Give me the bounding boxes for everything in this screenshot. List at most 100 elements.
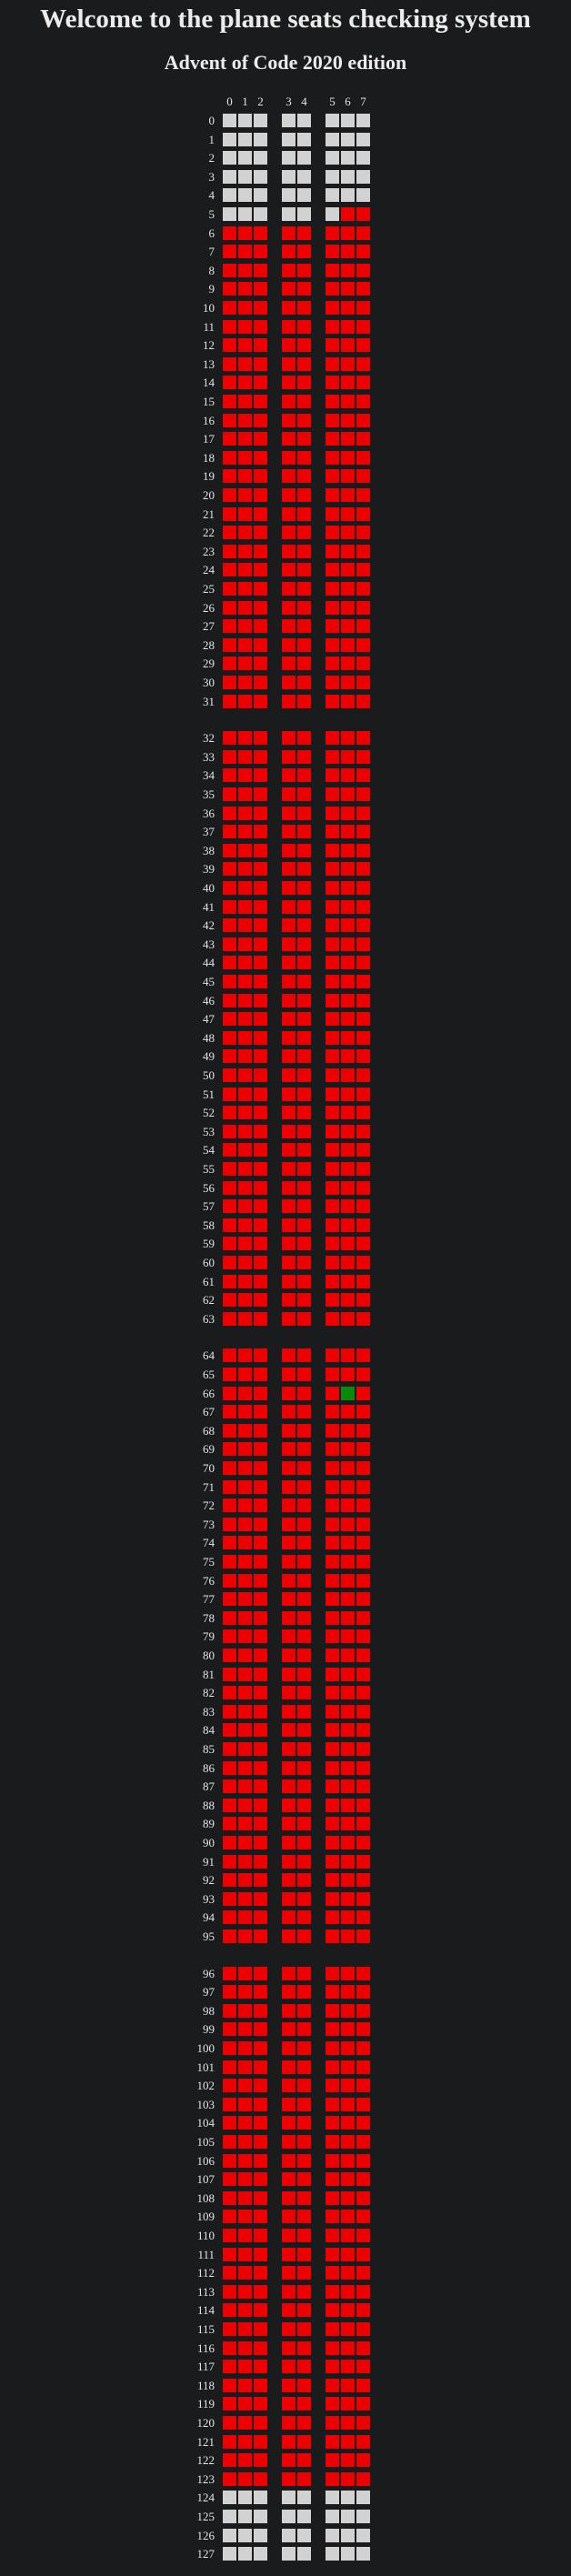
seat-taken[interactable] [326, 301, 339, 315]
seat-taken[interactable] [326, 2303, 339, 2318]
seat-taken[interactable] [326, 2116, 339, 2130]
seat-empty[interactable] [356, 2510, 370, 2523]
seat-empty[interactable] [326, 132, 339, 146]
seat-taken[interactable] [297, 2041, 311, 2055]
seat-taken[interactable] [282, 881, 296, 895]
seat-taken[interactable] [356, 2397, 370, 2411]
seat-taken[interactable] [297, 2097, 311, 2111]
seat-taken[interactable] [326, 1836, 339, 1849]
seat-taken[interactable] [326, 2322, 339, 2336]
seat-taken[interactable] [223, 395, 236, 408]
seat-empty[interactable] [297, 151, 311, 165]
seat-taken[interactable] [356, 2079, 370, 2093]
seat-taken[interactable] [223, 1854, 236, 1869]
seat-taken[interactable] [341, 937, 355, 951]
seat-taken[interactable] [223, 600, 236, 615]
seat-taken[interactable] [341, 619, 355, 634]
seat-taken[interactable] [356, 469, 370, 484]
seat-taken[interactable] [341, 2453, 355, 2468]
seat-taken[interactable] [356, 1405, 370, 1419]
seat-taken[interactable] [254, 1124, 267, 1138]
seat-taken[interactable] [297, 1610, 311, 1625]
seat-taken[interactable] [326, 432, 339, 446]
seat-taken[interactable] [297, 1686, 311, 1700]
seat-taken[interactable] [297, 1573, 311, 1588]
seat-taken[interactable] [297, 1854, 311, 1869]
seat-taken[interactable] [254, 2116, 267, 2130]
seat-taken[interactable] [238, 2229, 252, 2242]
seat-empty[interactable] [326, 207, 339, 221]
seat-taken[interactable] [223, 2360, 236, 2374]
seat-taken[interactable] [326, 1012, 339, 1027]
seat-taken[interactable] [356, 301, 370, 315]
seat-taken[interactable] [326, 787, 339, 801]
seat-taken[interactable] [356, 1704, 370, 1719]
seat-taken[interactable] [254, 488, 267, 502]
seat-taken[interactable] [297, 862, 311, 877]
seat-taken[interactable] [326, 2172, 339, 2187]
seat-taken[interactable] [254, 1629, 267, 1644]
seat-taken[interactable] [326, 263, 339, 277]
seat-taken[interactable] [282, 1256, 296, 1269]
seat-taken[interactable] [326, 2190, 339, 2205]
seat-taken[interactable] [254, 749, 267, 764]
seat-taken[interactable] [356, 2471, 370, 2486]
seat-taken[interactable] [254, 1348, 267, 1363]
seat-taken[interactable] [356, 1423, 370, 1438]
seat-taken[interactable] [254, 1686, 267, 1700]
seat-taken[interactable] [223, 1966, 236, 1980]
seat-taken[interactable] [356, 694, 370, 708]
seat-taken[interactable] [254, 1760, 267, 1775]
seat-taken[interactable] [238, 993, 252, 1007]
seat-taken[interactable] [223, 544, 236, 558]
seat-taken[interactable] [326, 488, 339, 502]
seat-taken[interactable] [282, 1030, 296, 1045]
seat-taken[interactable] [254, 2397, 267, 2411]
seat-empty[interactable] [297, 188, 311, 203]
seat-taken[interactable] [238, 1555, 252, 1569]
seat-taken[interactable] [356, 1106, 370, 1120]
seat-taken[interactable] [254, 1087, 267, 1101]
seat-taken[interactable] [282, 676, 296, 689]
seat-taken[interactable] [341, 2247, 355, 2261]
seat-taken[interactable] [341, 226, 355, 240]
seat-taken[interactable] [238, 376, 252, 390]
seat-taken[interactable] [297, 2471, 311, 2486]
seat-taken[interactable] [297, 2378, 311, 2392]
seat-taken[interactable] [238, 2322, 252, 2336]
seat-taken[interactable] [356, 2284, 370, 2299]
seat-taken[interactable] [341, 2397, 355, 2411]
seat-taken[interactable] [238, 1910, 252, 1925]
seat-taken[interactable] [282, 918, 296, 933]
seat-taken[interactable] [223, 2303, 236, 2318]
seat-taken[interactable] [356, 1124, 370, 1138]
seat-taken[interactable] [326, 637, 339, 652]
seat-taken[interactable] [356, 1686, 370, 1700]
seat-empty[interactable] [282, 207, 296, 221]
seat-taken[interactable] [238, 563, 252, 577]
seat-empty[interactable] [326, 114, 339, 127]
seat-taken[interactable] [238, 1068, 252, 1082]
seat-taken[interactable] [356, 226, 370, 240]
seat-taken[interactable] [254, 263, 267, 277]
seat-taken[interactable] [254, 843, 267, 857]
my-seat[interactable] [341, 1386, 355, 1400]
seat-taken[interactable] [297, 1592, 311, 1607]
seat-taken[interactable] [326, 843, 339, 857]
seat-taken[interactable] [238, 2360, 252, 2374]
seat-taken[interactable] [238, 1442, 252, 1457]
seat-taken[interactable] [282, 544, 296, 558]
seat-taken[interactable] [297, 993, 311, 1007]
seat-taken[interactable] [223, 1199, 236, 1214]
seat-taken[interactable] [341, 1555, 355, 1569]
seat-taken[interactable] [341, 881, 355, 895]
seat-taken[interactable] [326, 2097, 339, 2111]
seat-taken[interactable] [341, 2172, 355, 2187]
seat-taken[interactable] [297, 1798, 311, 1812]
seat-taken[interactable] [282, 1966, 296, 1980]
seat-taken[interactable] [238, 937, 252, 951]
seat-taken[interactable] [238, 2266, 252, 2280]
seat-taken[interactable] [356, 1610, 370, 1625]
seat-taken[interactable] [341, 1498, 355, 1513]
seat-taken[interactable] [254, 1461, 267, 1475]
